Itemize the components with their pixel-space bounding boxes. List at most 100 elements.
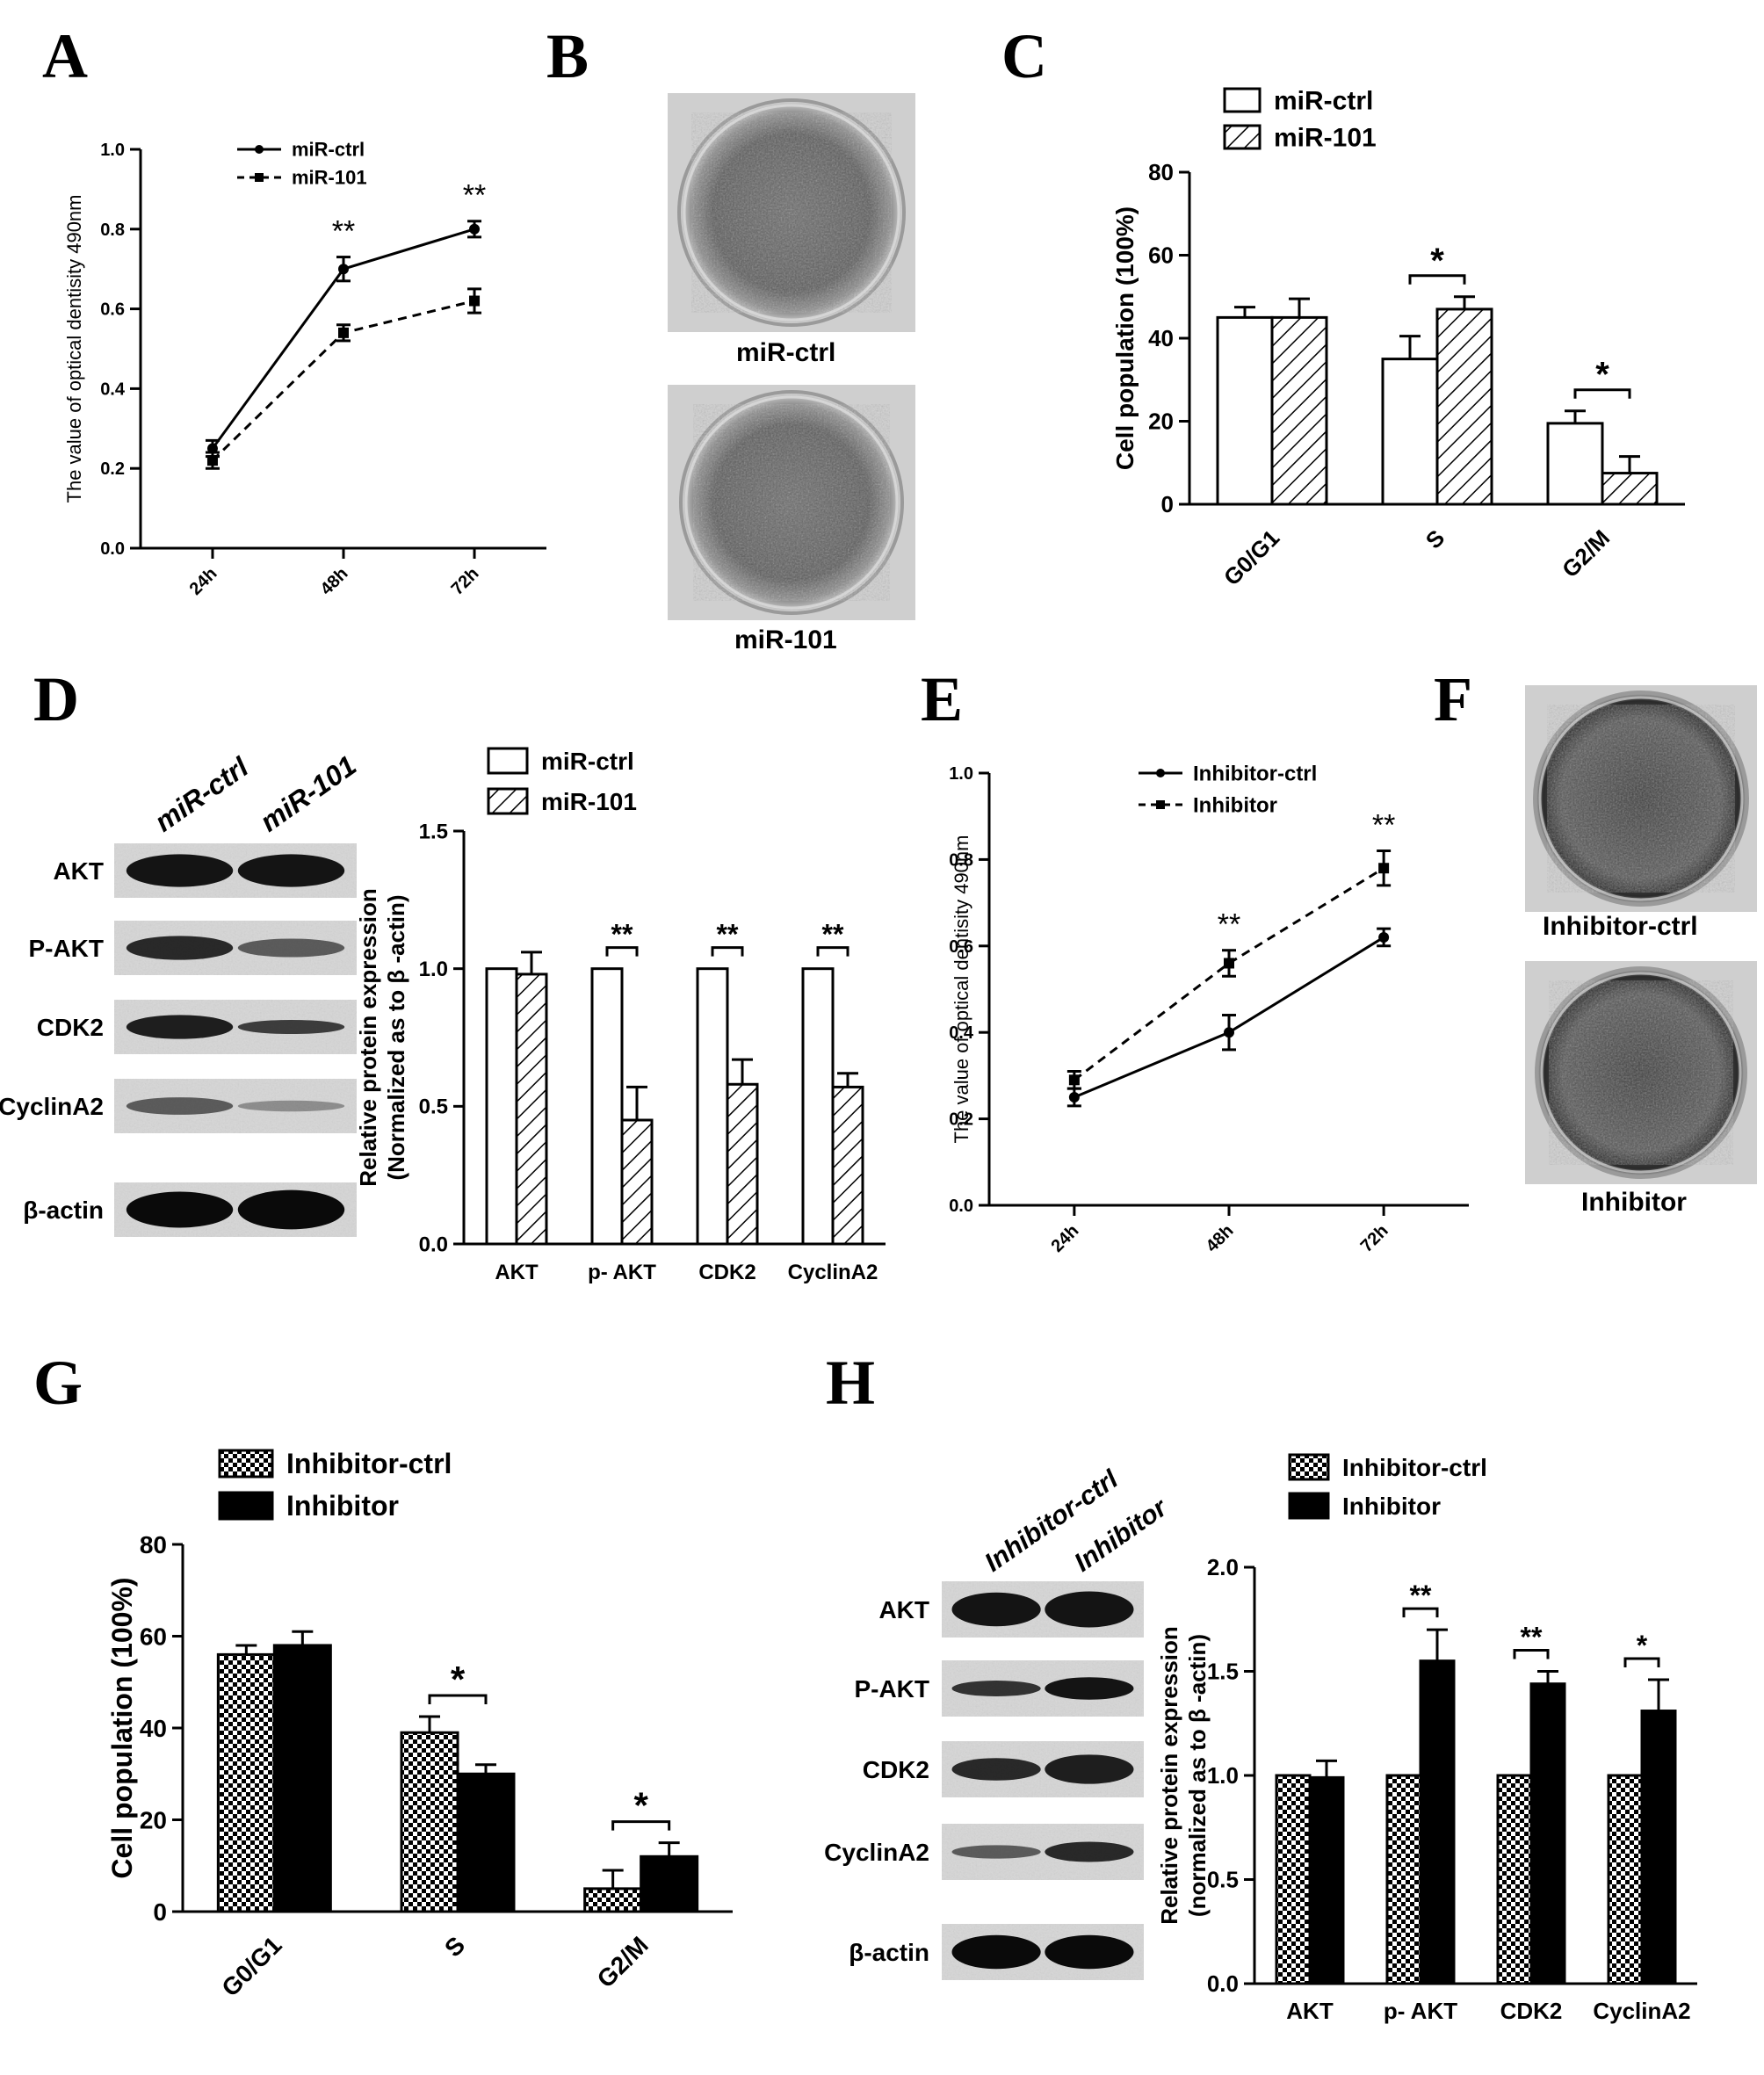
chart-H: 0.0 0.5 1.0 1.5 2.0 Relative protein expressi… xyxy=(1156,1453,1697,2024)
blot-band-cdk2-1 xyxy=(951,1758,1041,1781)
blot-row-label-akt: AKT xyxy=(878,1596,929,1623)
legend-swatch-mir-101 xyxy=(487,787,529,815)
data-point xyxy=(1068,1092,1080,1103)
data-point xyxy=(206,443,218,454)
dish-label-inhibitor-ctrl: Inhibitor-ctrl xyxy=(1543,912,1698,941)
y-tick-label: 0.4 xyxy=(949,1023,974,1043)
significance-mark: ** xyxy=(1521,1622,1543,1653)
legend-marker xyxy=(255,173,264,182)
dish-mir-ctrl xyxy=(668,93,915,332)
legend-label-mir-101: miR-101 xyxy=(1274,124,1377,153)
panel-letter-h: H xyxy=(826,1348,876,1418)
blot-lane-label-mir-101: miR-101 xyxy=(254,749,362,838)
x-tick-label: G0/G1 xyxy=(1218,524,1284,590)
y-tick-label: 0.2 xyxy=(949,1110,973,1130)
x-tick-label: CyclinA2 xyxy=(1593,1998,1690,2024)
y-tick-label: 0.8 xyxy=(100,221,125,240)
y-axis-label: Cell population (100%) xyxy=(1111,206,1139,470)
y-tick-label: 0.0 xyxy=(949,1197,973,1216)
significance-bracket xyxy=(611,1820,671,1831)
y-tick-label: 1.0 xyxy=(100,141,125,160)
chart-D: 0.0 0.5 1.0 1.5 Relative protein expression(… xyxy=(355,747,886,1284)
y-axis-label: Relative protein expression xyxy=(355,888,381,1187)
panel-letter-f: F xyxy=(1434,664,1472,734)
blot-row-label-cdk2: CDK2 xyxy=(37,1014,104,1041)
blot-band-p-akt-2 xyxy=(237,938,345,958)
blot-band-akt-1 xyxy=(951,1592,1041,1627)
x-tick-label: 72h xyxy=(448,564,483,599)
dish-inhibitor xyxy=(1525,961,1757,1184)
blot-band-akt-2 xyxy=(237,854,345,887)
y-axis-label: Relative protein expression xyxy=(1156,1626,1182,1925)
legend-swatch-mir-101 xyxy=(1223,124,1262,150)
y-tick-label: 0.4 xyxy=(100,380,126,399)
y-tick-label: 0.5 xyxy=(419,1095,448,1119)
dish-inhibitor-rim xyxy=(1540,972,1742,1174)
panel-letter-d: D xyxy=(33,664,79,734)
y-tick-label: 1.5 xyxy=(419,820,448,843)
blot-band-p-akt-1 xyxy=(126,936,234,960)
bar-mir-101-akt xyxy=(515,972,548,1246)
blot-row-label-cdk2: CDK2 xyxy=(863,1756,929,1783)
y-tick-label: 80 xyxy=(140,1531,167,1558)
blot-row-label-cyclina2: CyclinA2 xyxy=(824,1839,929,1866)
x-tick-label: G2/M xyxy=(592,1931,654,1992)
legend-label-inhibitor-ctrl: Inhibitor-ctrl xyxy=(286,1448,452,1479)
bar-inhibitor-g0-g1 xyxy=(272,1644,332,1913)
data-point xyxy=(206,455,218,466)
data-point xyxy=(1224,958,1234,969)
blot-band-cdk2-1 xyxy=(126,1015,234,1039)
blot-band-akt-2 xyxy=(1045,1591,1134,1628)
x-tick-label: 48h xyxy=(317,564,352,599)
blot-band-actin-2 xyxy=(1045,1934,1134,1970)
x-tick-label: CDK2 xyxy=(698,1261,755,1284)
blot-band-p-akt-1 xyxy=(951,1681,1041,1696)
x-tick-label: CDK2 xyxy=(1500,1998,1563,2024)
y-tick-label: 80 xyxy=(1148,159,1174,185)
bar-mir-ctrl-s xyxy=(1381,358,1439,506)
blot-band-actin-2 xyxy=(237,1189,345,1230)
significance-mark: ** xyxy=(1410,1580,1432,1611)
legend-label-inhibitor-ctrl: Inhibitor-ctrl xyxy=(1193,762,1317,785)
blot-row-label-p-akt: P-AKT xyxy=(28,935,104,962)
data-point xyxy=(1378,931,1390,943)
bar-mir-101-s xyxy=(1435,307,1493,506)
significance-bracket xyxy=(1408,274,1466,285)
chart-A: 0.0 0.2 0.4 0.6 0.8 1.0 The value of optical d… xyxy=(63,139,546,599)
significance-mark: * xyxy=(451,1659,466,1700)
blot-band-cyclina2-2 xyxy=(1045,1841,1134,1862)
bar-inhibitor-cdk2 xyxy=(1529,1682,1566,1985)
bar-mir-101-p-akt xyxy=(620,1118,654,1246)
series-line-inhibitor xyxy=(1073,866,1384,1081)
x-tick-label: 24h xyxy=(186,564,221,599)
significance-bracket xyxy=(1573,388,1631,399)
significance-mark: * xyxy=(1595,356,1609,394)
data-point xyxy=(1378,863,1390,874)
legend-swatch-inhibitor-ctrl xyxy=(218,1449,274,1479)
x-tick-label: AKT xyxy=(1286,1998,1334,2024)
bar-inhibitor-ctrl-s xyxy=(400,1731,459,1913)
bar-inhibitor-cyclina2 xyxy=(1640,1710,1677,1985)
legend-label-mir-101: miR-101 xyxy=(292,167,367,189)
chart-C: 0 20 40 60 80 Cell population (100%) G0/G1 S G2/… xyxy=(1111,87,1685,590)
bar-mir-101-g2-m xyxy=(1601,472,1659,506)
bar-inhibitor-ctrl-cyclina2 xyxy=(1607,1774,1644,1985)
significance-mark: * xyxy=(633,1785,648,1826)
dish-mir-101-colonies xyxy=(693,404,890,601)
data-point xyxy=(338,327,349,338)
x-tick-label: G0/G1 xyxy=(216,1931,286,2001)
blot-row-label-cyclina2: CyclinA2 xyxy=(0,1093,104,1120)
bar-inhibitor-akt xyxy=(1308,1775,1345,1985)
legend-swatch-inhibitor-ctrl xyxy=(1288,1453,1330,1481)
bar-mir-ctrl-p-akt xyxy=(590,967,624,1246)
x-tick-label: S xyxy=(1421,524,1450,553)
legend-marker xyxy=(1156,769,1165,777)
bar-mir-ctrl-g2-m xyxy=(1546,422,1604,506)
legend-label-inhibitor-ctrl: Inhibitor-ctrl xyxy=(1342,1454,1487,1481)
bar-mir-ctrl-akt xyxy=(485,967,518,1246)
y-axis-label: Cell population (100%) xyxy=(106,1577,138,1878)
dish-inhibitor-colonies xyxy=(1549,980,1733,1165)
blot-row-label-p-akt: P-AKT xyxy=(854,1675,929,1703)
y-tick-label: 0 xyxy=(153,1898,167,1926)
